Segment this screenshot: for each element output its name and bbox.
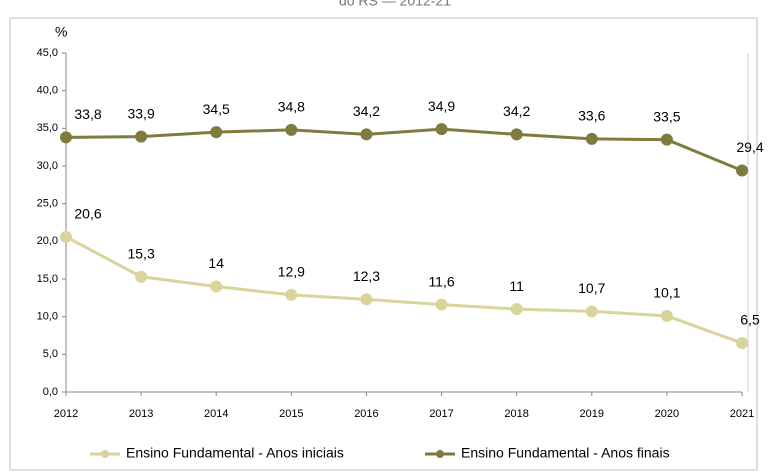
data-label: 12,3 — [353, 268, 380, 284]
series-line — [65, 127, 743, 172]
x-tick-label: 2020 — [655, 408, 679, 420]
legend-marker — [101, 450, 109, 458]
data-point — [510, 303, 523, 316]
data-label: 29,4 — [736, 139, 763, 155]
legend-label: Ensino Fundamental - Anos iniciais — [126, 445, 344, 461]
data-label: 33,9 — [127, 105, 154, 121]
data-point — [135, 270, 148, 283]
data-label: 34,2 — [503, 103, 530, 119]
y-axis-label: % — [55, 24, 67, 40]
data-point — [135, 130, 148, 143]
data-point — [660, 309, 673, 322]
data-label: 34,9 — [428, 98, 455, 114]
data-point — [210, 126, 223, 139]
data-label: 15,3 — [127, 245, 154, 261]
data-label: 33,8 — [74, 106, 101, 122]
x-tick-label: 2013 — [129, 408, 153, 420]
y-tick-label: 40,0 — [37, 85, 58, 97]
data-point — [660, 133, 673, 146]
x-tick-label: 2021 — [730, 408, 754, 420]
chart-frame — [9, 17, 758, 471]
data-point — [60, 230, 72, 243]
data-point — [736, 164, 748, 177]
data-label: 11 — [509, 278, 524, 294]
series-line — [65, 235, 743, 345]
data-label: 33,6 — [578, 108, 605, 124]
x-tick-label: 2019 — [580, 408, 604, 420]
data-label: 34,2 — [353, 103, 380, 119]
data-point — [360, 293, 373, 306]
legend-label: Ensino Fundamental - Anos finais — [461, 445, 670, 461]
x-tick-label: 2017 — [429, 408, 453, 420]
data-point — [285, 288, 298, 301]
data-point — [435, 298, 448, 311]
data-point — [360, 128, 373, 141]
y-tick-label: 35,0 — [37, 122, 58, 134]
data-label: 10,7 — [578, 280, 605, 296]
y-tick-label: 15,0 — [37, 273, 58, 285]
data-point — [585, 132, 598, 145]
x-tick-label: 2018 — [504, 408, 528, 420]
data-label: 11,6 — [428, 273, 454, 289]
x-tick-label: 2015 — [279, 408, 303, 420]
data-point — [736, 337, 748, 350]
y-tick-label: 5,0 — [43, 348, 58, 360]
data-label: 20,6 — [74, 206, 101, 222]
x-tick-label: 2014 — [204, 408, 228, 420]
data-point — [510, 128, 523, 141]
data-label: 14 — [208, 255, 224, 271]
data-label: 10,1 — [653, 285, 680, 301]
legend-marker — [436, 450, 444, 458]
data-label: 6,5 — [740, 312, 760, 328]
chart-title: do RS — 2012-21 — [339, 0, 451, 9]
y-tick-label: 30,0 — [37, 160, 58, 172]
data-point — [60, 131, 72, 144]
y-tick-label: 10,0 — [37, 311, 58, 323]
y-tick-label: 20,0 — [37, 235, 58, 247]
data-point — [585, 305, 598, 318]
y-tick-label: 25,0 — [37, 198, 58, 210]
data-label: 33,5 — [653, 108, 680, 124]
data-point — [210, 280, 223, 293]
y-tick-label: 0,0 — [43, 386, 58, 398]
data-point — [285, 123, 298, 136]
x-tick-label: 2016 — [354, 408, 378, 420]
y-tick-label: 45,0 — [37, 47, 58, 59]
data-label: 34,8 — [278, 99, 305, 115]
data-point — [435, 123, 448, 136]
x-tick-label: 2012 — [54, 408, 78, 420]
data-label: 34,5 — [203, 101, 230, 117]
data-label: 12,9 — [278, 264, 305, 280]
